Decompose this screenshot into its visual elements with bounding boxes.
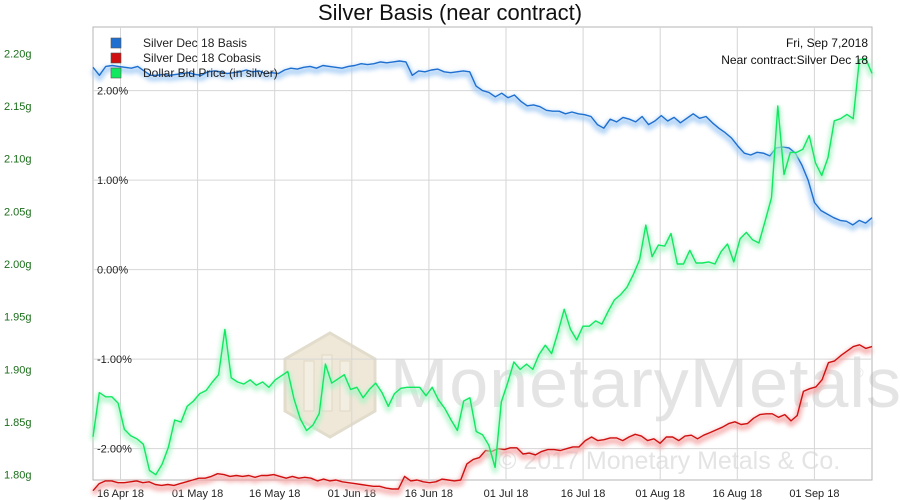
legend-label: Dollar Bid Price (in silver) <box>143 66 278 80</box>
legend-swatch <box>110 67 122 79</box>
x-tick-label: 01 Sep 18 <box>789 488 839 500</box>
left-tick-label: 2.20g <box>4 48 32 60</box>
left-tick-label: 2.10g <box>4 154 32 166</box>
legend-swatch <box>110 37 122 49</box>
x-tick-label: 16 Jul 18 <box>561 488 606 500</box>
series-line-silver-dec-18-basis <box>92 60 873 226</box>
x-tick-label: 01 Jul 18 <box>484 488 529 500</box>
x-tick-label: 16 Apr 18 <box>97 488 144 500</box>
x-tick-label: 01 Aug 18 <box>635 488 685 500</box>
x-tick-label: 01 May 18 <box>172 488 223 500</box>
left-tick-label: 1.90g <box>4 364 32 376</box>
left-tick-label: 2.05g <box>4 206 32 218</box>
left-tick-label: 1.80g <box>4 470 32 482</box>
info-date: Fri, Sep 7,2018 <box>786 36 868 50</box>
x-tick-label: 16 May 18 <box>249 488 300 500</box>
x-tick-label: 01 Jun 18 <box>328 488 376 500</box>
legend-label: Silver Dec 18 Basis <box>143 36 247 50</box>
right-tick-label: -1.00% <box>97 354 132 366</box>
right-tick-label: -2.00% <box>97 444 132 456</box>
legend-label: Silver Dec 18 Cobasis <box>143 51 261 65</box>
right-tick-label: 0.00% <box>97 265 128 277</box>
plot-frame <box>92 26 873 481</box>
legend-swatch <box>110 52 122 64</box>
chart-title: Silver Basis (near contract) <box>317 0 583 25</box>
series-shadow <box>90 344 873 496</box>
x-tick-label: 16 Aug 18 <box>713 488 763 500</box>
left-tick-label: 2.00g <box>4 259 32 271</box>
left-tick-label: 1.95g <box>4 312 32 324</box>
left-tick-label: 1.85g <box>4 417 32 429</box>
x-tick-label: 16 Jun 18 <box>405 488 453 500</box>
series-line-silver-dec-18-cobasis <box>92 344 873 492</box>
left-tick-label: 2.15g <box>4 101 32 113</box>
series-line-dollar-bid-price-in-silver- <box>92 57 873 476</box>
series-shadow <box>90 61 874 231</box>
info-contract: Near contract:Silver Dec 18 <box>721 53 868 67</box>
right-tick-label: 2.00% <box>97 86 128 98</box>
right-tick-label: 1.00% <box>97 175 128 187</box>
